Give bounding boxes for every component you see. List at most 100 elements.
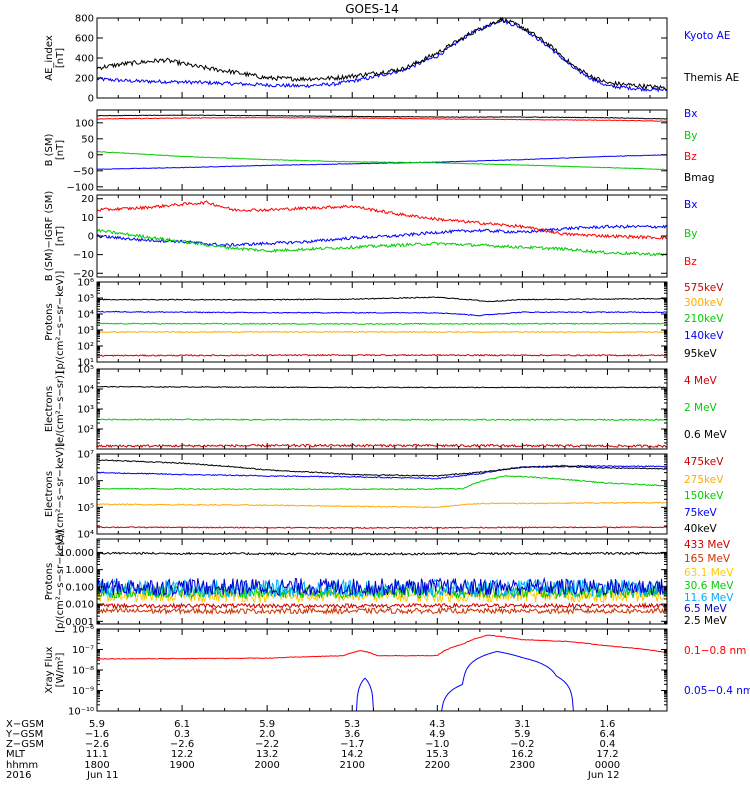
footer-value-zgsm-0: −2.6 [85, 739, 109, 750]
series-line-electrons_mev-2 [97, 385, 668, 389]
footer-row-label-zgsm: Z−GSM [6, 739, 44, 750]
y-tick-label-xray-3: 10⁻⁷ [72, 645, 94, 656]
y-axis-label-ae-0: AE_index [44, 35, 55, 81]
legend-protons_mev-4: 11.6 MeV [684, 592, 734, 604]
chart-title: GOES-14 [345, 2, 399, 16]
y-axis-label-xray-0: Xray Flux [44, 646, 55, 693]
y-tick-label-ae-2: 400 [75, 54, 94, 65]
footer-value-hhmm-3: 2100 [339, 760, 364, 771]
footer-value-hhmm-4: 2200 [425, 760, 450, 771]
series-line-protons_mev-0 [96, 601, 668, 610]
series-line-electrons_mev-0 [96, 443, 668, 449]
y-tick-label-protons_low-3: 10⁴ [77, 310, 94, 321]
footer-value-ygsm-4: 4.9 [429, 729, 445, 740]
panel-electrons_mev: 4 MeV 2 MeV 0.6 MeV 10² 10³ 10⁴ 10⁵ Electrons [e… [44, 365, 728, 450]
y-tick-label-protons_mev-2: 0.100 [65, 582, 94, 593]
y-tick-label-bsm-1: −50 [73, 166, 94, 177]
footer-row-label-hhmm: hhmm [6, 760, 38, 771]
y-tick-label-xray-0: 10⁻¹⁰ [68, 707, 94, 718]
panel-frame-electrons_kev [96, 453, 668, 535]
y-axis-label-protons_mev-0: Protons [44, 563, 55, 600]
y-tick-label-ae-4: 800 [75, 14, 94, 25]
series-line-electrons_kev-0 [96, 526, 668, 529]
footer-value-zgsm-6: 0.4 [599, 739, 615, 750]
footer-value-hhmm-1: 1900 [169, 760, 194, 771]
y-tick-label-xray-4: 10⁻⁶ [72, 625, 94, 636]
legend-bsm-0: Bx [684, 108, 697, 120]
series-line-ae-0 [96, 18, 668, 93]
y-tick-label-protons_mev-4: 10.000 [59, 548, 94, 559]
y-axis-label-electrons_kev-1: [e/(cm²−s−sr−keV)] [55, 443, 66, 546]
series-line-protons_low-2 [96, 322, 668, 325]
y-axis-label-protons_low-0: Protons [44, 303, 55, 340]
legend-electrons_kev-0: 475keV [684, 456, 724, 468]
y-tick-label-protons_low-5: 10⁶ [77, 278, 94, 289]
y-tick-label-electrons_mev-0: 10² [77, 425, 94, 436]
y-tick-label-protons_mev-0: 0.001 [65, 617, 94, 628]
y-tick-label-protons_low-4: 10⁵ [77, 294, 94, 305]
legend-protons_mev-1: 165 MeV [684, 553, 731, 565]
footer-value-mlt-1: 12.2 [171, 749, 193, 760]
y-tick-label-protons_low-0: 10¹ [77, 358, 94, 369]
y-tick-label-bigrf-2: 0 [88, 232, 94, 243]
legend-electrons_kev-1: 275keV [684, 474, 724, 486]
y-tick-label-xray-2: 10⁻⁸ [72, 666, 94, 677]
y-axis-label-bigrf-1: [nT] [55, 226, 66, 246]
footer-value-zgsm-3: −1.7 [340, 739, 364, 750]
y-tick-label-bigrf-4: 20 [81, 194, 94, 205]
legend-bigrf-0: Bx [684, 199, 697, 211]
footer-value-hhmm-2: 2000 [254, 760, 279, 771]
panel-bigrf: Bx By Bz −20 −10 0 10 20 B (SM)−IGRF (SM) [nT] [44, 191, 697, 282]
series-line-bsm-3 [96, 114, 667, 120]
legend-bigrf-1: By [684, 228, 697, 240]
y-tick-label-bigrf-3: 10 [81, 213, 94, 224]
series-line-protons_mev-5 [96, 576, 668, 598]
footer-value-xgsm-3: 5.3 [344, 719, 360, 730]
series-line-protons_low-3 [96, 310, 667, 317]
legend-electrons_mev-1: 2 MeV [684, 402, 718, 414]
series-line-xray-1 [356, 677, 374, 712]
footer-value-zgsm-1: −2.6 [170, 739, 194, 750]
legend-electrons_kev-2: 150keV [684, 490, 724, 502]
series-line-electrons_kev-4 [97, 459, 668, 478]
series-line-xray-1-b [441, 651, 574, 712]
y-tick-label-electrons_mev-1: 10³ [77, 405, 94, 416]
panel-bsm: Bx By Bz Bmag −100 −50 0 50 100 B (SM) [nT] [44, 108, 715, 193]
series-line-bsm-2 [96, 116, 667, 122]
footer-value-xgsm-2: 5.9 [259, 719, 275, 730]
legend-xray-0: 0.1−0.8 nm [684, 645, 746, 657]
legend-electrons_kev-3: 75keV [684, 507, 718, 519]
footer-row-label-xgsm: X−GSM [6, 719, 44, 730]
footer-value-mlt-5: 16.2 [511, 749, 533, 760]
legend-protons_low-2: 210keV [684, 313, 724, 325]
y-tick-label-electrons_kev-0: 10⁴ [77, 530, 94, 541]
series-line-electrons_mev-1 [96, 418, 668, 422]
footer-row-label-mlt: MLT [6, 749, 26, 760]
footer-value-zgsm-2: −2.2 [255, 739, 279, 750]
y-tick-label-electrons_kev-3: 10⁷ [77, 450, 94, 461]
y-tick-label-bsm-2: 0 [88, 150, 94, 161]
y-tick-label-electrons_kev-1: 10⁵ [77, 503, 94, 514]
y-axis-label-ae-1: [nT] [55, 48, 66, 68]
y-tick-label-ae-3: 600 [75, 34, 94, 45]
legend-protons_mev-0: 433 MeV [684, 539, 731, 551]
y-axis-label-protons_mev-1: [p/(cm²−s−sr−keV)] [55, 530, 66, 633]
series-line-ae-1 [96, 16, 668, 91]
panel-protons_low: 575keV 300keV 210keV 140keV 95keV 10¹ 10² 10³ 10… [44, 271, 724, 374]
series-line-protons_mev-1 [96, 606, 668, 616]
panel-frame-ae [96, 17, 668, 99]
y-tick-label-bigrf-1: −10 [73, 250, 94, 261]
y-tick-label-protons_mev-1: 0.010 [65, 600, 94, 611]
legend-protons_low-3: 140keV [684, 330, 724, 342]
footer-value-hhmm-6: 0000 [595, 760, 620, 771]
footer-value-zgsm-4: −1.0 [425, 739, 449, 750]
y-tick-label-bigrf-0: −20 [73, 269, 94, 280]
legend-electrons_mev-2: 0.6 MeV [684, 429, 728, 441]
legend-bigrf-2: Bz [684, 256, 697, 268]
footer-value-mlt-4: 15.3 [426, 749, 448, 760]
y-tick-label-xray-1: 10⁻⁹ [72, 686, 94, 697]
series-line-bsm-1 [96, 150, 668, 171]
y-axis-label-electrons_kev-0: Electrons [44, 471, 55, 517]
footer-value-date-6: Jun 12 [587, 770, 620, 781]
y-tick-label-electrons_kev-2: 10⁶ [77, 476, 94, 487]
